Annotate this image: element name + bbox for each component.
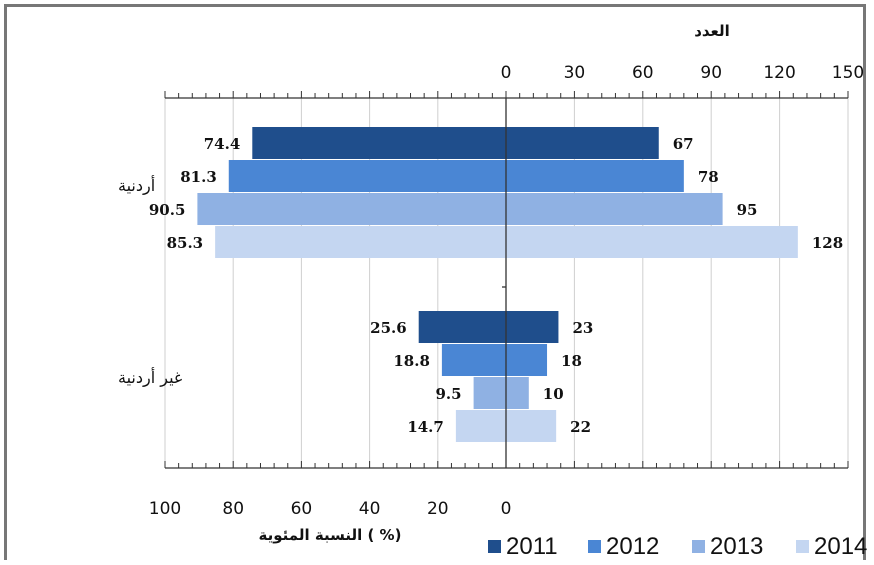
legend-label-2012: 2012 — [606, 533, 659, 560]
data-label-percent: 25.6 — [370, 319, 407, 337]
data-label-percent: 90.5 — [149, 201, 186, 219]
legend-label-2014: 2014 — [814, 533, 867, 560]
category-label-non-jordanian: غير أردنية — [118, 367, 182, 388]
data-label-count: 23 — [572, 319, 593, 337]
data-label-percent: 85.3 — [167, 234, 204, 252]
bar-count-2014-1 — [506, 410, 557, 442]
top-axis-tick-label: 0 — [501, 63, 512, 83]
top-axis-tick-label: 90 — [700, 63, 722, 83]
bottom-axis-tick-label: 60 — [291, 499, 313, 519]
bar-percent-2014-0 — [215, 226, 506, 258]
bar-percent-2012-0 — [228, 160, 506, 192]
data-label-percent: 74.4 — [204, 135, 241, 153]
legend-swatch-2014 — [796, 540, 809, 553]
data-label-percent: 81.3 — [180, 168, 217, 186]
data-label-count: 67 — [673, 135, 694, 153]
data-label-count: 18 — [561, 352, 582, 370]
data-label-count: 22 — [570, 418, 591, 436]
data-label-percent: 14.7 — [407, 418, 444, 436]
bottom-axis-tick-label: 0 — [501, 499, 512, 519]
data-label-percent: 9.5 — [435, 385, 461, 403]
bar-count-2011-0 — [506, 127, 659, 159]
data-label-count: 128 — [812, 234, 843, 252]
bar-percent-2013-1 — [473, 377, 506, 409]
legend-label-2011: 2011 — [506, 533, 558, 560]
bar-count-2014-0 — [506, 226, 798, 258]
top-axis-title: العدد — [694, 22, 730, 40]
labels: 74.4 67 81.3 78 90.5 95 85.3 128 25.6 23 18.8 18 9.5… — [149, 63, 864, 519]
bars — [197, 127, 798, 442]
top-axis-tick-label: 30 — [564, 63, 586, 83]
data-label-percent: 18.8 — [393, 352, 430, 370]
bar-percent-2012-1 — [441, 344, 506, 376]
bar-count-2012-1 — [506, 344, 548, 376]
gridlines — [164, 98, 849, 468]
bar-count-2013-0 — [506, 193, 723, 225]
legend: 2011 2012 2013 2014 — [488, 533, 867, 560]
bar-percent-2011-1 — [418, 311, 506, 343]
data-label-count: 78 — [698, 168, 719, 186]
legend-swatch-2013 — [692, 540, 705, 553]
data-label-count: 95 — [737, 201, 758, 219]
bottom-axis-tick-label: 40 — [359, 499, 381, 519]
bottom-axis-title: النسبة المئوية ( %) — [259, 526, 402, 544]
bottom-axis-tick-label: 80 — [222, 499, 244, 519]
data-label-count: 10 — [543, 385, 564, 403]
bar-percent-2013-0 — [197, 193, 506, 225]
bar-percent-2014-1 — [455, 410, 506, 442]
bar-count-2011-1 — [506, 311, 559, 343]
bottom-axis-tick-label: 100 — [149, 499, 181, 519]
category-label-jordanian: أردنية — [118, 175, 155, 196]
top-axis-tick-label: 150 — [832, 63, 864, 83]
bottom-axis-tick-label: 20 — [427, 499, 449, 519]
bar-percent-2011-0 — [252, 127, 506, 159]
chart-frame — [4, 4, 866, 560]
bar-count-2013-1 — [506, 377, 529, 409]
bar-count-2012-0 — [506, 160, 684, 192]
legend-swatch-2011 — [488, 540, 501, 553]
legend-label-2013: 2013 — [710, 533, 763, 560]
top-axis-tick-label: 60 — [632, 63, 654, 83]
top-axis-tick-label: 120 — [763, 63, 795, 83]
legend-swatch-2012 — [588, 540, 601, 553]
axes — [164, 91, 849, 469]
